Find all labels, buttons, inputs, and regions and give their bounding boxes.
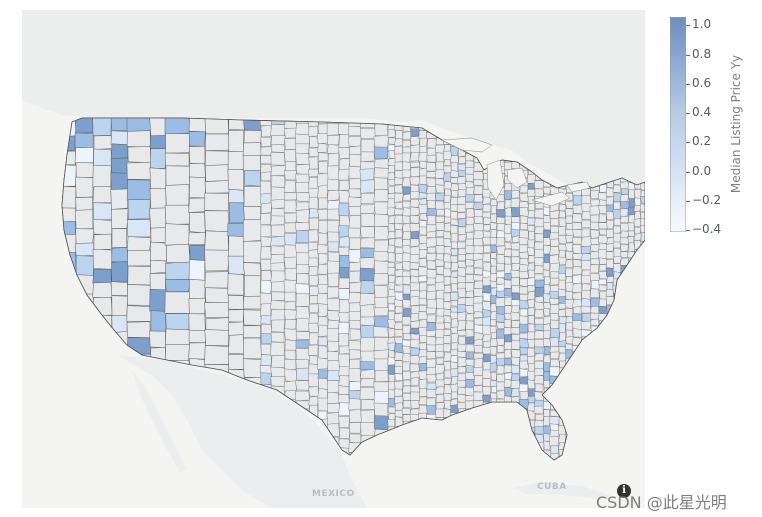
tick-mark xyxy=(686,201,690,202)
watermark: CSDN @此星光明 xyxy=(596,493,727,512)
colorbar-gradient xyxy=(670,17,686,232)
canada-landmass xyxy=(22,10,645,200)
tick-mark xyxy=(686,230,690,231)
tick-label: 0.2 xyxy=(692,134,712,148)
great-lake xyxy=(506,167,528,189)
great-lake xyxy=(486,159,505,201)
choropleth-map[interactable]: MEXICO CUBA xyxy=(22,10,645,508)
baja-peninsula xyxy=(132,370,187,472)
tick-label: 1.0 xyxy=(692,17,712,31)
county-polygons xyxy=(62,118,645,460)
great-lake xyxy=(441,137,493,153)
tick-mark xyxy=(686,172,690,173)
info-icon[interactable]: i xyxy=(617,484,631,498)
mexico-label: MEXICO xyxy=(312,489,355,499)
tick-mark xyxy=(686,25,690,26)
tick-label: 0.8 xyxy=(692,47,712,61)
cuba-island xyxy=(512,482,612,498)
tick-mark xyxy=(686,113,690,114)
tick-mark xyxy=(686,55,690,56)
tick-label: 0.6 xyxy=(692,76,712,90)
colorbar-title: Median Listing Price Yy xyxy=(729,54,743,194)
tick-label: 0.4 xyxy=(692,105,712,119)
tick-mark xyxy=(686,84,690,85)
mexico-landmass xyxy=(117,355,367,508)
map-canvas xyxy=(22,10,645,508)
tick-label: −0.2 xyxy=(692,193,722,207)
cuba-label: CUBA xyxy=(537,482,567,492)
tick-mark xyxy=(686,142,690,143)
great-lake xyxy=(566,181,591,193)
great-lake xyxy=(531,191,571,207)
tick-label: 0.0 xyxy=(692,164,712,178)
tick-label: −0.4 xyxy=(692,222,722,236)
